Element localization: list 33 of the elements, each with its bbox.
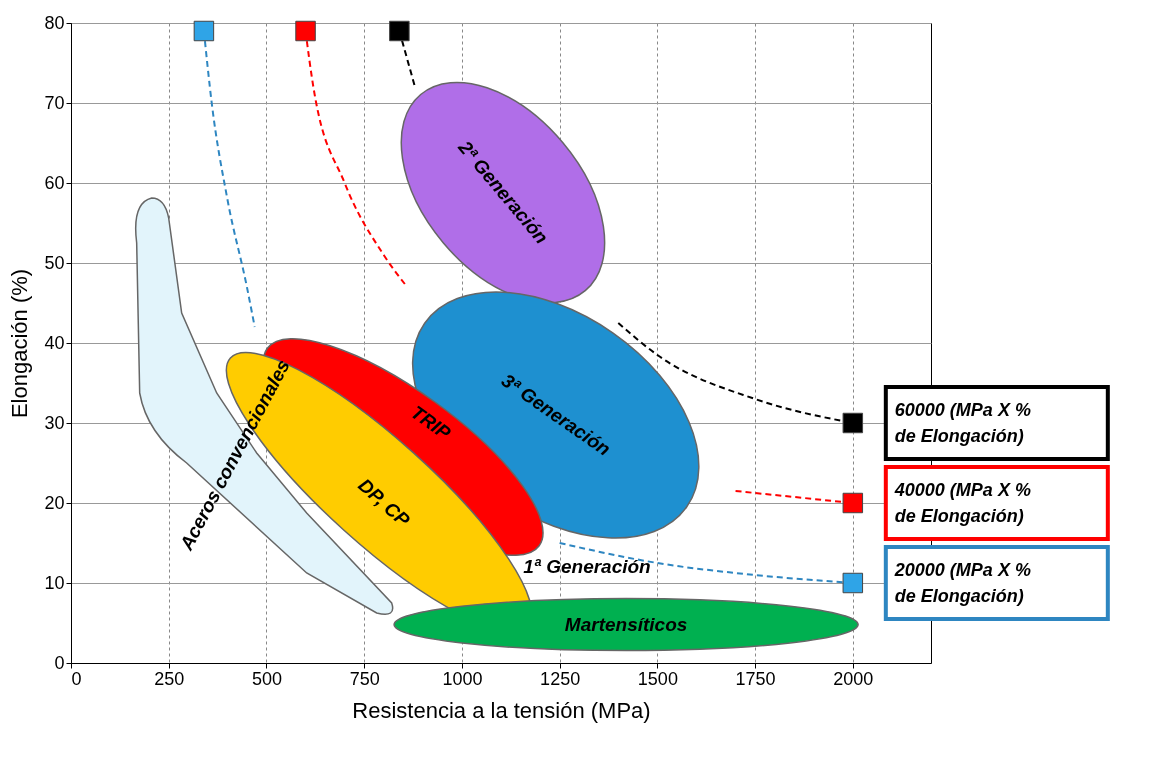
x-tick-label: 1000 [442,668,483,689]
y-axis-title: Elongación (%) [7,268,33,419]
annotation: Martensíticos [564,613,688,635]
text: 40000 (MPa X % de Elongación) [893,480,1031,526]
x-tick-label: 500 [251,668,282,689]
x-tick-label: 1500 [637,668,678,689]
y-tick-label: 80 [44,12,65,33]
x-tick-label: 250 [154,668,185,689]
text: 60000 (MPa X % de Elongación) [894,400,1031,446]
x-tick-label: 750 [349,668,380,689]
point [295,20,316,42]
y-tick-label: 10 [44,572,65,593]
y-tick-label: 70 [44,92,65,113]
x-tick-label: 2000 [833,668,874,689]
x-tick-label: 1250 [540,668,581,689]
point [842,492,864,514]
point [842,412,864,434]
annotation: DP, CP [354,474,414,532]
point [193,20,215,42]
y-tick-label: 60 [44,172,65,193]
x-tick-label: 0 [71,668,82,689]
x-axis-title: Resistencia a la tensión (MPa) [352,697,651,723]
point [842,572,864,594]
y-tick-label: 20 [44,492,65,513]
point [389,20,410,42]
text: 20000 (MPa X % de Elongación) [893,560,1031,606]
x-tick-label: 1750 [735,668,776,689]
y-tick-label: 30 [44,412,65,433]
annotation: 1ª Generación [523,556,651,577]
annotation: TRIP [407,401,455,444]
y-tick-label: 40 [44,332,65,353]
y-tick-label: 0 [54,652,65,673]
y-tick-label: 50 [44,252,65,273]
